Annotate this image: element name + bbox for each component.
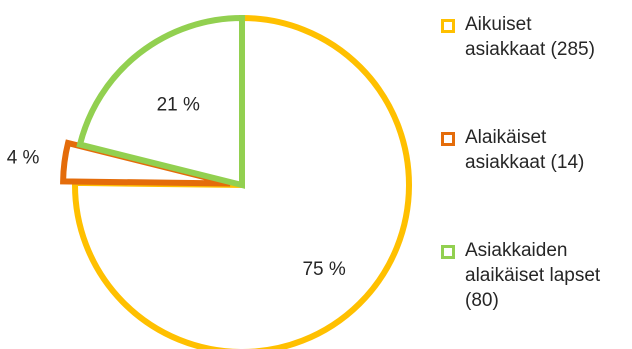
legend-label-clients-minor-children-line2: alaikäiset lapset — [465, 265, 601, 286]
pie-slice-clients-minor-children — [76, 14, 245, 189]
legend-label-adult-clients-line2: asiakkaat (285) — [465, 39, 595, 60]
legend-swatch-minor-clients — [441, 132, 455, 146]
legend-label-minor-clients-line1: Alaikäiset — [465, 127, 547, 148]
legend-item-adult-clients: Aikuiset asiakkaat (285) — [441, 12, 631, 87]
pie-label-minor-clients: 4 % — [7, 148, 40, 169]
legend-label-adult-clients-line1: Aikuiset — [465, 14, 532, 35]
legend-item-minor-clients: Alaikäiset asiakkaat (14) — [441, 125, 631, 200]
legend-item-clients-minor-children: Asiakkaiden alaikäiset lapset (80) — [441, 238, 631, 313]
legend: Aikuiset asiakkaat (285) Alaikäiset asia… — [441, 12, 631, 313]
pie-slice-adult-clients — [72, 14, 412, 349]
legend-swatch-clients-minor-children — [441, 245, 455, 259]
legend-label-clients-minor-children-line1: Asiakkaiden — [465, 240, 568, 261]
legend-swatch-adult-clients — [441, 19, 455, 33]
legend-label-clients-minor-children-line3: (80) — [465, 290, 499, 311]
pie-label-clients-minor-children: 21 % — [157, 94, 200, 115]
legend-label-minor-clients-line2: asiakkaat (14) — [465, 152, 585, 173]
pie-label-adult-clients: 75 % — [302, 259, 345, 280]
